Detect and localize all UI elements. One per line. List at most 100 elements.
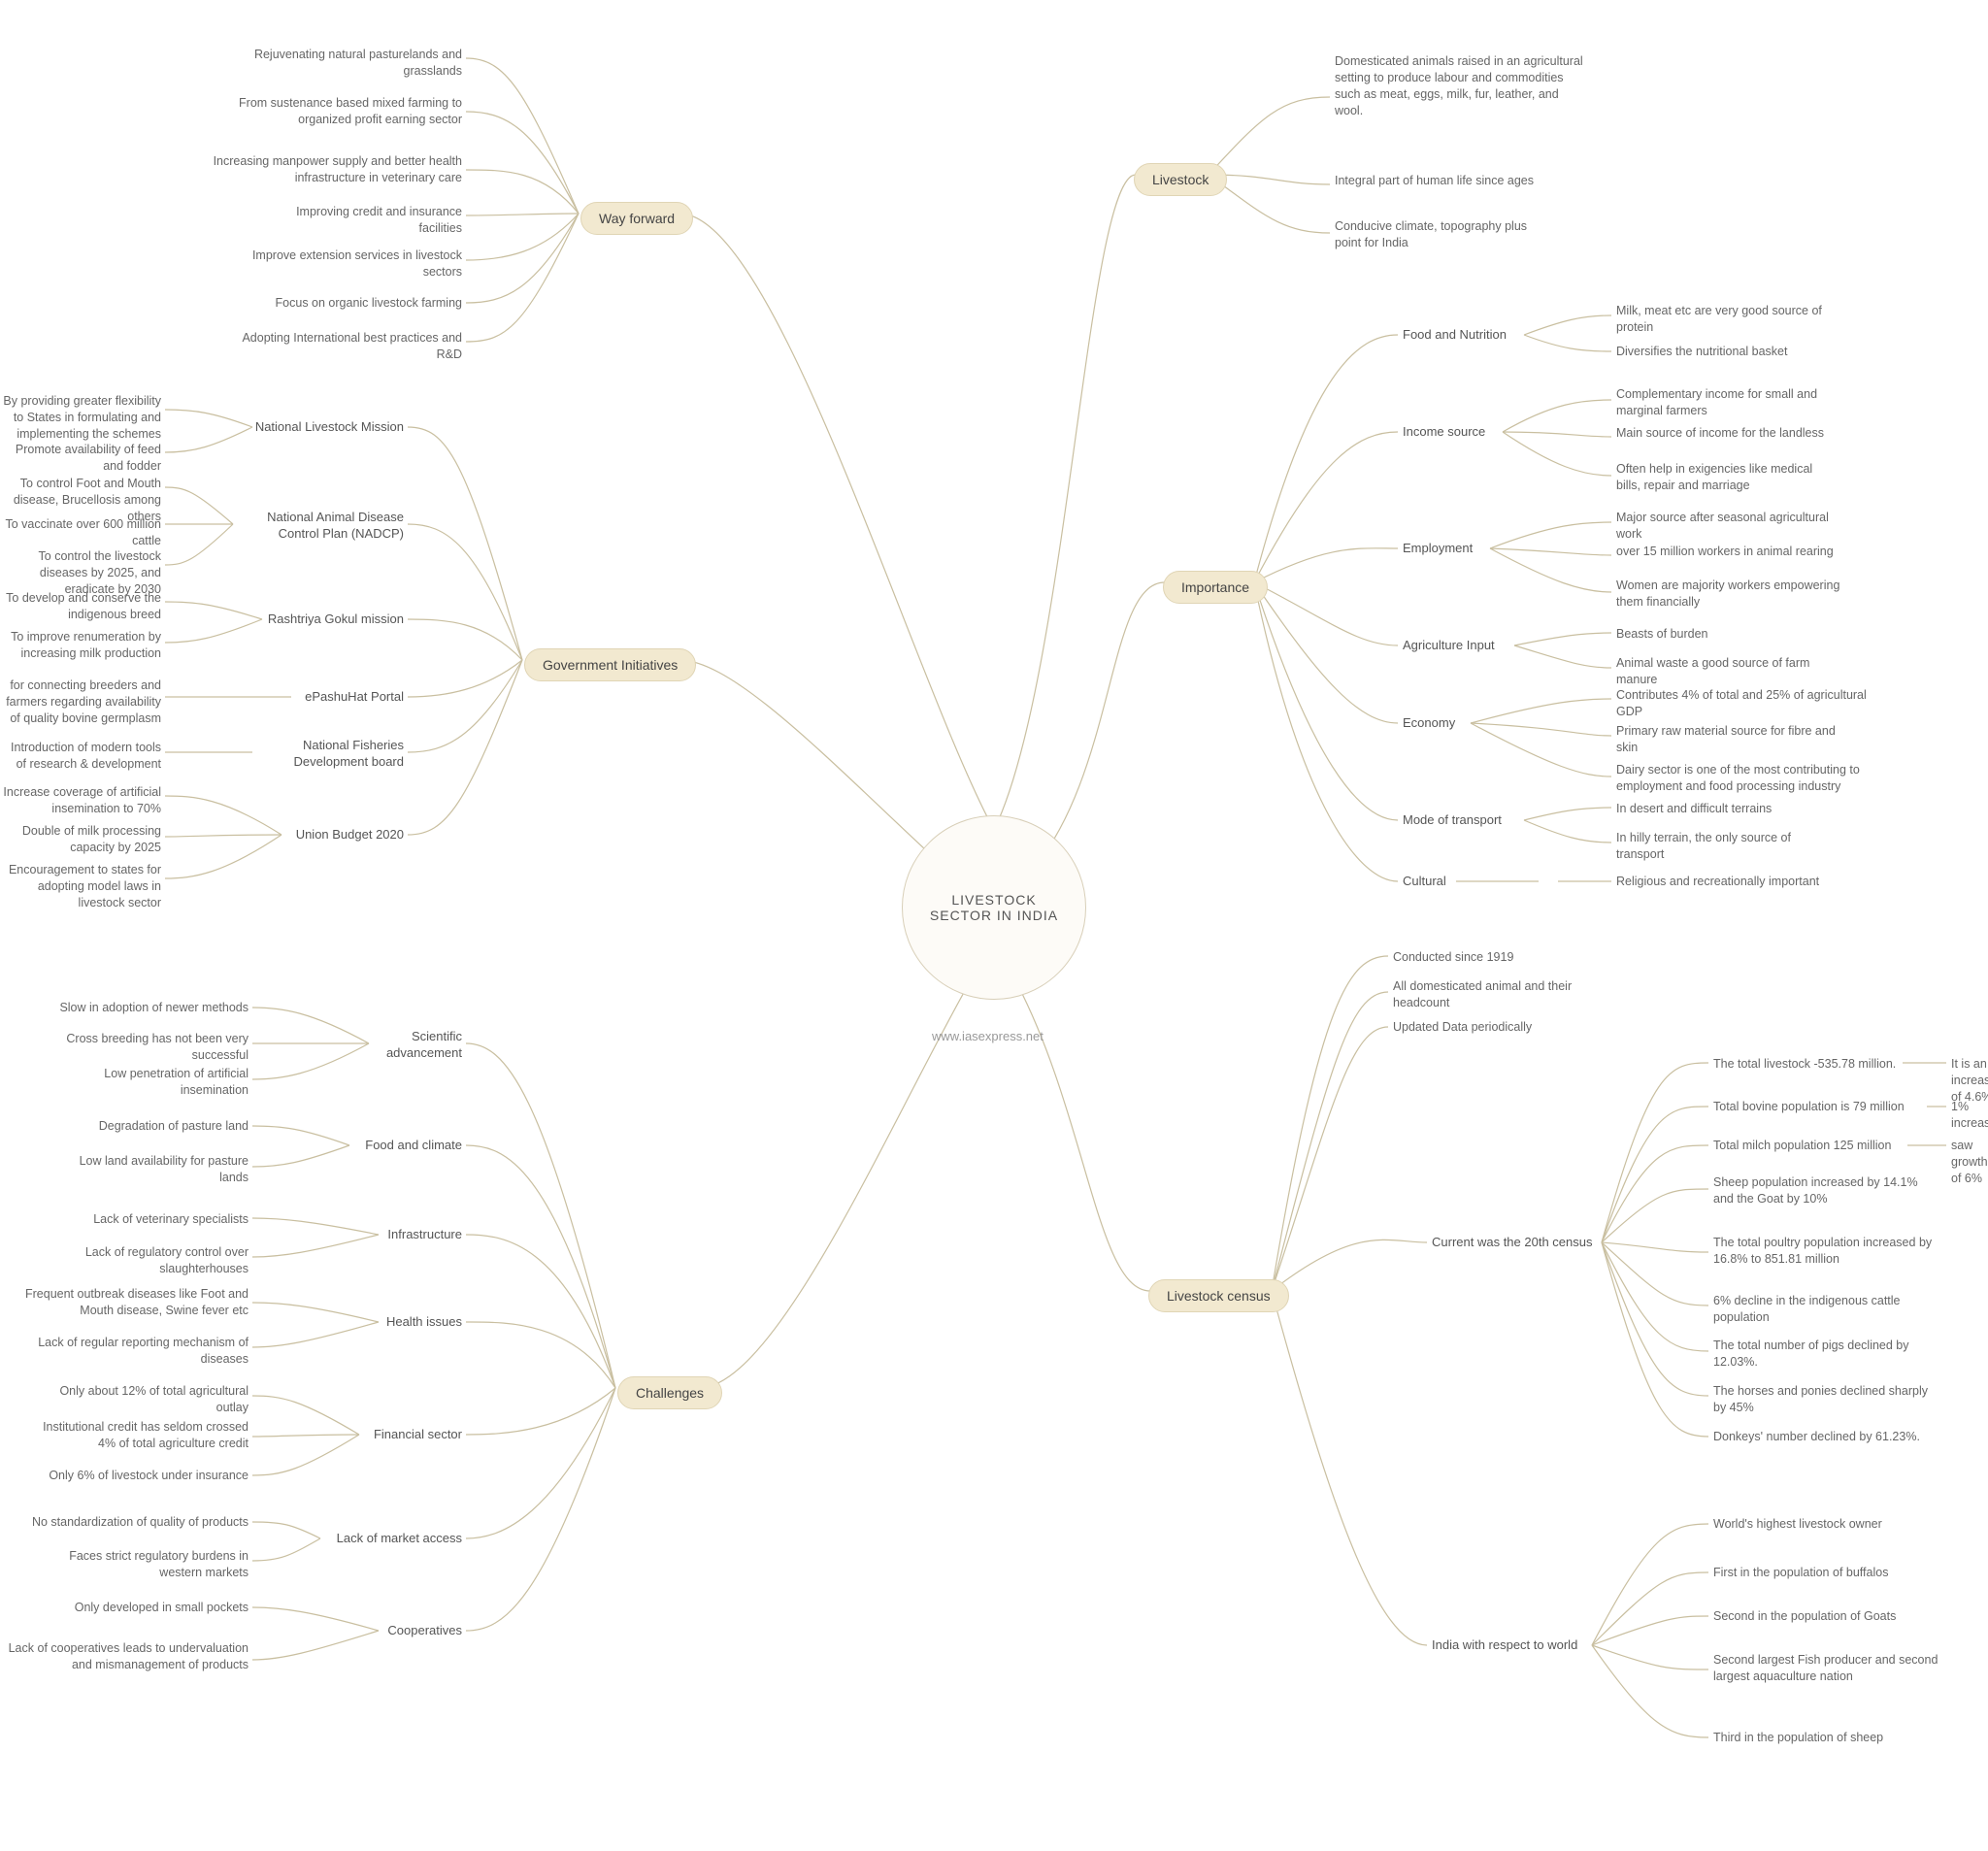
chal-fin: Financial sector [374, 1427, 462, 1443]
gov-gokul: Rashtriya Gokul mission [268, 611, 404, 628]
gov-epashu: ePashuHat Portal [305, 689, 404, 706]
census-intro: All domesticated animal and their headco… [1393, 978, 1616, 1011]
chal-leaf: Institutional credit has seldom crossed … [25, 1419, 248, 1452]
importance-leaf: Contributes 4% of total and 25% of agric… [1616, 687, 1869, 720]
importance-leaf: Diversifies the nutritional basket [1616, 344, 1787, 360]
chal-leaf: Lack of cooperatives leads to undervalua… [6, 1640, 248, 1673]
wayfwd-leaf: Rejuvenating natural pasturelands and gr… [239, 47, 462, 80]
gov-budget: Union Budget 2020 [296, 827, 404, 843]
census-world-leaf: Second largest Fish producer and second … [1713, 1652, 1946, 1685]
chal-leaf: Degradation of pasture land [99, 1118, 248, 1135]
chal-leaf: Low land availability for pasture lands [54, 1153, 248, 1186]
branch-way-forward: Way forward [580, 202, 693, 235]
branch-challenges: Challenges [617, 1376, 722, 1409]
census-note: saw growth of 6% [1951, 1138, 1988, 1187]
census-intro: Updated Data periodically [1393, 1019, 1532, 1036]
livestock-leaf: Conducive climate, topography plus point… [1335, 218, 1548, 251]
importance-leaf: Dairy sector is one of the most contribu… [1616, 762, 1917, 795]
chal-food: Food and climate [365, 1138, 462, 1154]
importance-leaf: Beasts of burden [1616, 626, 1708, 643]
center-title: LIVESTOCK SECTOR IN INDIA [922, 892, 1066, 923]
gov-leaf: Encouragement to states for adopting mod… [0, 862, 161, 911]
gov-leaf: Double of milk processing capacity by 20… [0, 823, 161, 856]
chal-leaf: Faces strict regulatory burdens in weste… [35, 1548, 248, 1581]
chal-health: Health issues [386, 1314, 462, 1331]
importance-income: Income source [1403, 424, 1485, 441]
importance-transport: Mode of transport [1403, 812, 1502, 829]
census-leaf: Total bovine population is 79 million [1713, 1099, 1905, 1115]
census-leaf: Donkeys' number declined by 61.23%. [1713, 1429, 1920, 1445]
census-world-leaf: Second in the population of Goats [1713, 1608, 1896, 1625]
wayfwd-leaf: From sustenance based mixed farming to o… [219, 95, 462, 128]
chal-market: Lack of market access [337, 1531, 462, 1547]
importance-leaf: Major source after seasonal agricultural… [1616, 510, 1849, 543]
importance-employment: Employment [1403, 541, 1473, 557]
center-node: LIVESTOCK SECTOR IN INDIA [902, 815, 1086, 1000]
importance-leaf: Often help in exigencies like medical bi… [1616, 461, 1839, 494]
chal-leaf: Only 6% of livestock under insurance [49, 1468, 248, 1484]
gov-leaf: By providing greater flexibility to Stat… [0, 393, 161, 443]
gov-nlm: National Livestock Mission [255, 419, 404, 436]
chal-leaf: Lack of regulatory control over slaughte… [35, 1244, 248, 1277]
importance-leaf: Primary raw material source for fibre an… [1616, 723, 1839, 756]
census-leaf: Total milch population 125 million [1713, 1138, 1891, 1154]
importance-leaf: Religious and recreationally important [1616, 874, 1819, 890]
importance-leaf: Women are majority workers empowering th… [1616, 578, 1849, 611]
gov-leaf: Increase coverage of artificial insemina… [0, 784, 161, 817]
census-leaf: The total number of pigs declined by 12.… [1713, 1338, 1937, 1371]
importance-leaf: Milk, meat etc are very good source of p… [1616, 303, 1859, 336]
chal-leaf: Frequent outbreak diseases like Foot and… [0, 1286, 248, 1319]
gov-leaf: for connecting breeders and farmers rega… [0, 678, 161, 727]
importance-leaf: In hilly terrain, the only source of tra… [1616, 830, 1830, 863]
livestock-leaf: Integral part of human life since ages [1335, 173, 1534, 189]
census-leaf: The horses and ponies declined sharply b… [1713, 1383, 1937, 1416]
chal-infra: Infrastructure [387, 1227, 462, 1243]
wayfwd-leaf: Increasing manpower supply and better he… [210, 153, 462, 186]
chal-leaf: Lack of veterinary specialists [93, 1211, 248, 1228]
importance-leaf: over 15 million workers in animal rearin… [1616, 544, 1834, 560]
chal-leaf: Low penetration of artificial inseminati… [35, 1066, 248, 1099]
census-world: India with respect to world [1432, 1637, 1577, 1654]
wayfwd-leaf: Focus on organic livestock farming [276, 295, 462, 312]
gov-nfdb: National Fisheries Development board [248, 738, 404, 771]
gov-nadcp: National Animal Disease Control Plan (NA… [229, 510, 404, 543]
chal-leaf: Only developed in small pockets [75, 1600, 248, 1616]
branch-census: Livestock census [1148, 1279, 1289, 1312]
gov-leaf: To improve renumeration by increasing mi… [0, 629, 161, 662]
importance-leaf: Complementary income for small and margi… [1616, 386, 1839, 419]
wayfwd-leaf: Improve extension services in livestock … [239, 248, 462, 281]
census-leaf: Sheep population increased by 14.1% and … [1713, 1174, 1937, 1207]
chal-coop: Cooperatives [387, 1623, 462, 1639]
census-world-leaf: First in the population of buffalos [1713, 1565, 1888, 1581]
wayfwd-leaf: Improving credit and insurance facilitie… [268, 204, 462, 237]
wayfwd-leaf: Adopting International best practices an… [239, 330, 462, 363]
importance-leaf: In desert and difficult terrains [1616, 801, 1772, 817]
gov-leaf: To vaccinate over 600 million cattle [0, 516, 161, 549]
importance-food: Food and Nutrition [1403, 327, 1507, 344]
census-leaf: The total poultry population increased b… [1713, 1235, 1937, 1268]
importance-leaf: Animal waste a good source of farm manur… [1616, 655, 1839, 688]
importance-economy: Economy [1403, 715, 1455, 732]
gov-leaf: To develop and conserve the indigenous b… [0, 590, 161, 623]
chal-leaf: Cross breeding has not been very success… [25, 1031, 248, 1064]
importance-cultural: Cultural [1403, 874, 1446, 890]
gov-leaf: Introduction of modern tools of research… [0, 740, 161, 773]
census-current: Current was the 20th census [1432, 1235, 1592, 1251]
chal-leaf: Lack of regular reporting mechanism of d… [25, 1335, 248, 1368]
branch-importance: Importance [1163, 571, 1268, 604]
importance-agri: Agriculture Input [1403, 638, 1495, 654]
branch-livestock: Livestock [1134, 163, 1227, 196]
branch-gov: Government Initiatives [524, 648, 696, 681]
census-world-leaf: Third in the population of sheep [1713, 1730, 1883, 1746]
livestock-leaf: Domesticated animals raised in an agricu… [1335, 53, 1587, 119]
chal-leaf: Only about 12% of total agricultural out… [54, 1383, 248, 1416]
census-intro: Conducted since 1919 [1393, 949, 1513, 966]
census-leaf: 6% decline in the indigenous cattle popu… [1713, 1293, 1937, 1326]
census-leaf: The total livestock -535.78 million. [1713, 1056, 1896, 1073]
watermark: www.iasexpress.net [932, 1029, 1044, 1043]
census-world-leaf: World's highest livestock owner [1713, 1516, 1882, 1533]
importance-leaf: Main source of income for the landless [1616, 425, 1824, 442]
gov-leaf: Promote availability of feed and fodder [0, 442, 161, 475]
chal-leaf: No standardization of quality of product… [32, 1514, 248, 1531]
census-note: 1% increase [1951, 1099, 1988, 1132]
